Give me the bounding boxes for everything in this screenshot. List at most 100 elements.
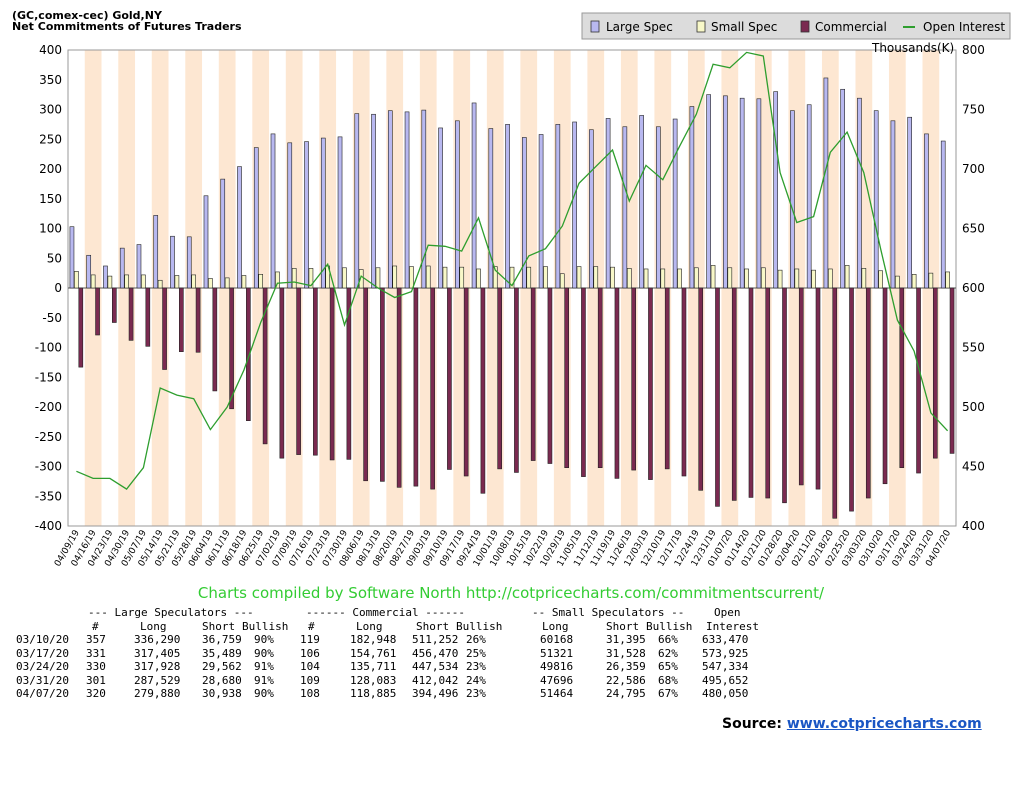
- commercial-bar: [497, 287, 502, 470]
- large-spec-bar: [857, 97, 862, 289]
- table-cell-c-num: 108: [300, 687, 320, 700]
- open-interest-layer: [76, 51, 949, 490]
- table-cell-s-bull: 67%: [658, 687, 678, 700]
- left-tick-label: 250: [39, 132, 62, 146]
- small-spec-bar: [911, 274, 917, 289]
- source-line: Source: www.cotpricecharts.com: [722, 716, 982, 732]
- left-tick-label: -400: [35, 519, 62, 533]
- commercial-bar: [480, 287, 486, 494]
- col-header-s-bull: Bullish: [646, 619, 693, 633]
- table-cell-oi: 480,050: [702, 687, 749, 700]
- large-spec-bar: [739, 97, 745, 289]
- large-spec-bar: [438, 127, 443, 289]
- small-spec-bar: [559, 273, 565, 289]
- legend-commercial: Commercial: [815, 20, 887, 34]
- small-spec-bar: [174, 275, 180, 289]
- table-cell-s-short: 22,586: [606, 673, 646, 687]
- large-spec-bar: [723, 95, 728, 289]
- large-spec-bar: [103, 265, 108, 289]
- left-tick-label: 300: [39, 103, 62, 117]
- commercial-bar: [648, 287, 653, 480]
- small-spec-bar: [777, 269, 783, 289]
- table-cell-c-bull: 23%: [466, 660, 486, 673]
- large-spec-bar: [304, 141, 309, 289]
- table-cell-l-bull: 91%: [254, 673, 274, 687]
- left-tick-label: 150: [39, 192, 62, 206]
- large-spec-bar: [170, 235, 175, 289]
- large-spec-bar: [203, 195, 209, 289]
- commercial-bar: [849, 287, 854, 512]
- table-cell-l-bull: 90%: [254, 633, 274, 646]
- commercial-bar: [547, 287, 553, 464]
- table-cell-c-long: 135,711: [350, 660, 397, 673]
- large-spec-bar: [538, 134, 544, 289]
- small-spec-bar: [626, 268, 632, 289]
- large-spec-bar: [589, 129, 594, 289]
- table-cell-date: 03/24/20: [16, 660, 69, 673]
- table-cell-c-bull: 26%: [466, 633, 486, 646]
- table-row: 03/31/20 301 287,529 28,680 91% 109 128,083 412…: [16, 674, 748, 688]
- large-spec-bar: [287, 142, 293, 289]
- table-cell-s-bull: 66%: [658, 633, 678, 646]
- right-axis-unit: Thousands(K): [871, 41, 954, 55]
- commercial-bar: [882, 287, 888, 485]
- small-spec-bar: [141, 274, 146, 289]
- large-spec-bar: [773, 91, 778, 289]
- large-spec-bar: [924, 133, 929, 289]
- commercial-bar: [279, 287, 285, 459]
- large-spec-bar: [605, 118, 611, 289]
- commercial-bar: [564, 287, 569, 468]
- left-tick-label: -350: [35, 489, 62, 503]
- left-tick-label: 200: [39, 162, 62, 176]
- small-spec-bar: [576, 266, 582, 289]
- col-header-c-bull: Bullish: [456, 619, 503, 633]
- small-spec-bar: [761, 267, 766, 289]
- table-row: 04/07/20 320 279,880 30,938 90% 108 118,885 394…: [16, 687, 748, 701]
- small-spec-bar: [878, 270, 883, 289]
- small-spec-bar: [610, 266, 615, 289]
- table-cell-date: 03/31/20: [16, 673, 69, 687]
- commercial-bar: [865, 287, 871, 499]
- small-spec-bar: [660, 268, 666, 289]
- table-cell-l-num: 301: [86, 673, 106, 687]
- small-spec-bar: [844, 265, 850, 289]
- cot-table: --- Large Speculators --- ------ Commerc…: [16, 606, 759, 701]
- small-spec-bar: [945, 271, 950, 289]
- table-cell-l-bull: 90%: [254, 687, 274, 700]
- small-spec-bar: [543, 266, 548, 289]
- table-cell-c-long: 128,083: [350, 673, 397, 687]
- commercial-bar: [246, 287, 251, 421]
- commercial-bar: [631, 287, 637, 471]
- large-spec-bar: [471, 102, 477, 289]
- small-spec-bar: [811, 269, 816, 289]
- large-spec-bar: [421, 109, 427, 289]
- chart-credit: Charts compiled by Software North http:/…: [198, 584, 825, 602]
- table-row: 03/24/20 330 317,928 29,562 91% 104 135,711 447…: [16, 660, 748, 674]
- table-cell-s-short: 31,528: [606, 646, 646, 660]
- table-cell-l-long: 287,529: [134, 673, 181, 687]
- large-spec-bar: [186, 236, 192, 289]
- table-cell-c-long: 118,885: [350, 687, 397, 700]
- large-spec-bar: [253, 147, 259, 289]
- source-link[interactable]: www.cotpricecharts.com: [786, 716, 982, 732]
- commercial-bar: [313, 287, 318, 456]
- right-tick-label: 800: [962, 43, 985, 57]
- table-cell-date: 04/07/20: [16, 687, 69, 700]
- large-spec-bar: [555, 124, 561, 289]
- table-cell-c-short: 456,470: [412, 646, 459, 660]
- large-spec-bar: [387, 110, 393, 289]
- table-cell-s-short: 31,395: [606, 633, 646, 646]
- large-spec-bar: [873, 110, 879, 289]
- commercial-bar: [212, 287, 218, 392]
- table-cell-l-long: 336,290: [134, 633, 181, 646]
- table-cell-s-long: 51321: [540, 646, 574, 660]
- large-spec-bar: [940, 140, 946, 289]
- commercial-bar: [380, 287, 385, 482]
- large-spec-bar: [706, 94, 711, 289]
- left-tick-label: -150: [35, 370, 62, 384]
- large-spec-swatch-icon: [590, 20, 600, 33]
- table-cell-c-bull: 23%: [466, 687, 486, 700]
- large-spec-bar: [220, 178, 226, 289]
- table-cell-c-num: 119: [300, 633, 320, 646]
- col-header-c-num: #: [308, 619, 315, 633]
